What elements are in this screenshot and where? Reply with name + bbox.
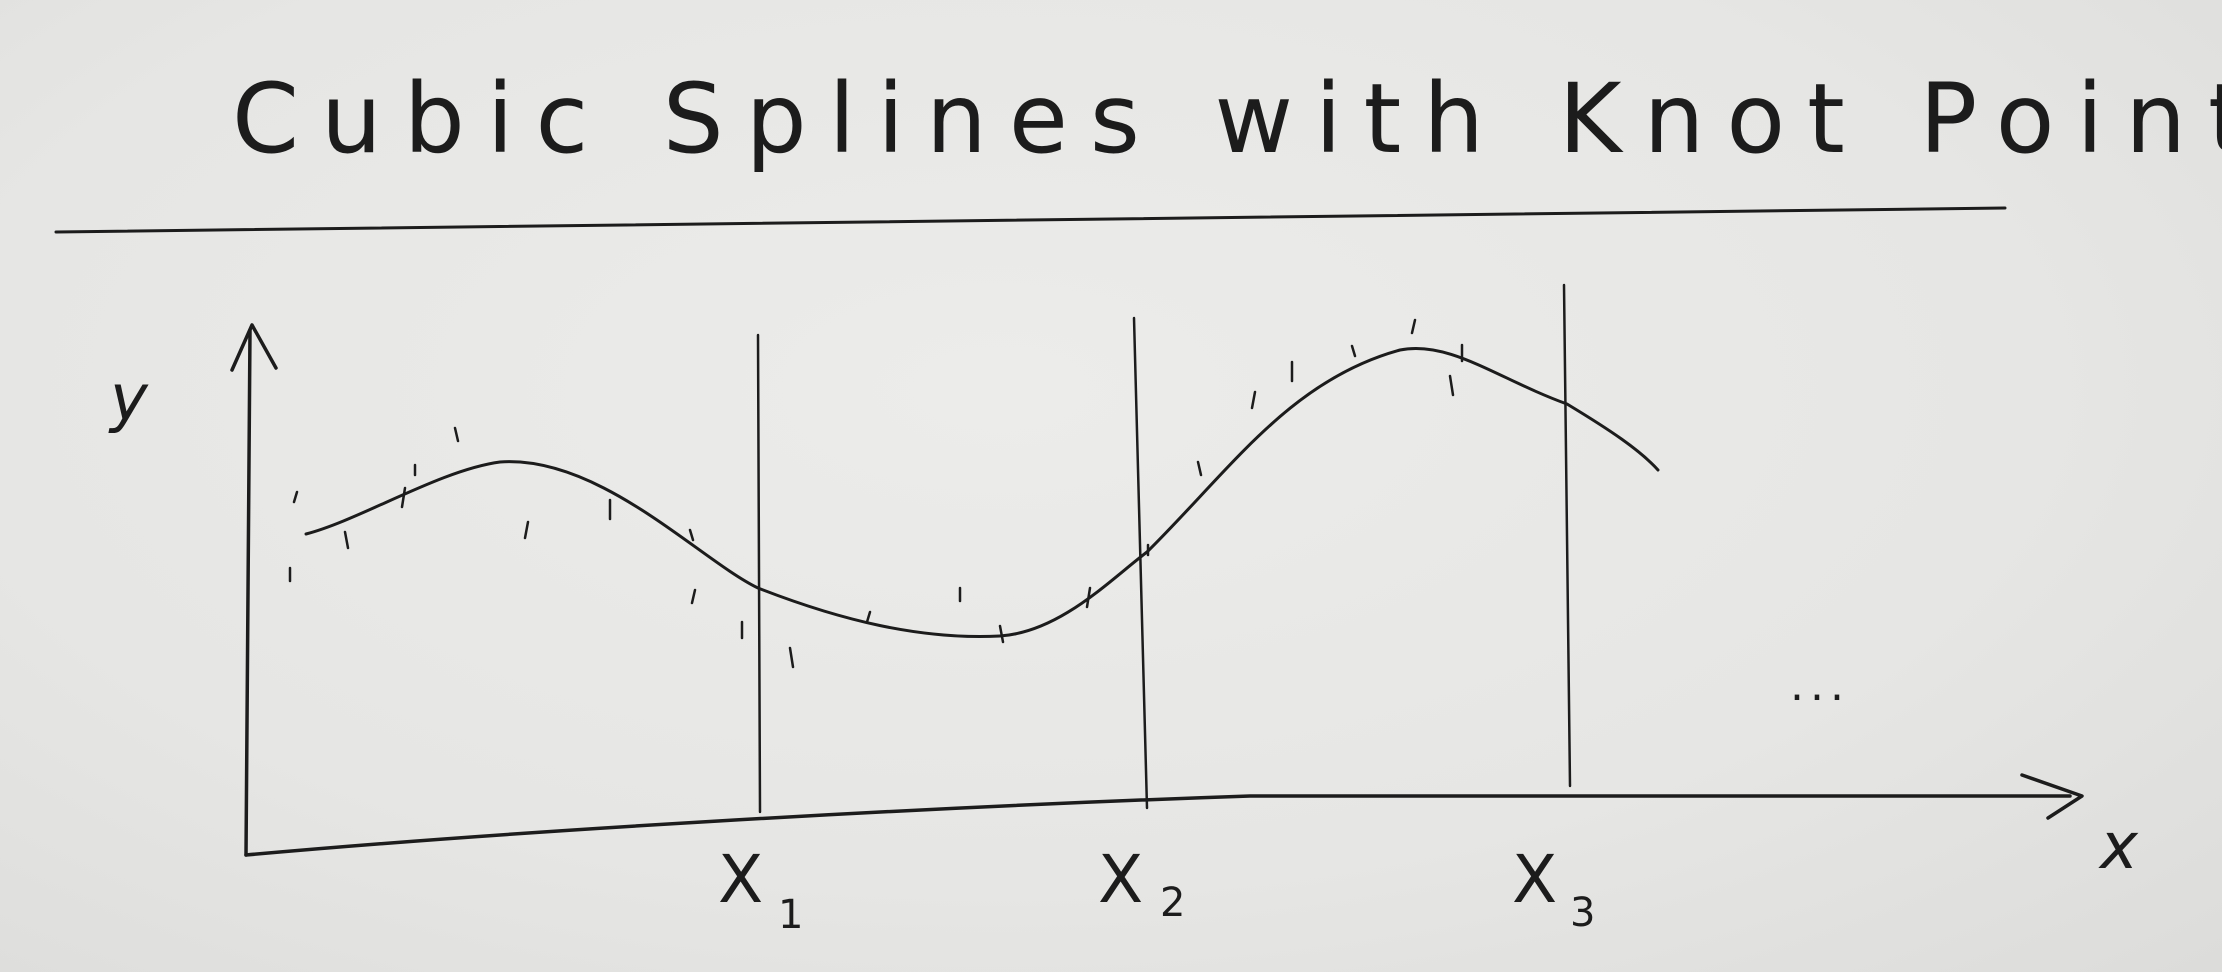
svg-text:2: 2 <box>1160 880 1185 926</box>
x-axis <box>244 794 2072 857</box>
knot-label-1: X 1 <box>718 841 803 938</box>
x-axis-label: x <box>2098 810 2139 884</box>
data-point-tick <box>688 528 695 542</box>
y-axis-label: y <box>108 362 149 436</box>
data-point-tick <box>1085 586 1092 609</box>
data-point-tick <box>1448 374 1455 397</box>
knot-label-3: X 3 <box>1512 841 1595 936</box>
y-axis <box>244 328 252 857</box>
data-point-tick <box>1410 318 1417 335</box>
data-point-tick <box>343 530 350 550</box>
data-point-tick <box>1196 460 1203 477</box>
data-point-tick <box>453 426 460 443</box>
data-point-tick <box>400 486 407 509</box>
knot-line-2 <box>1132 316 1149 810</box>
svg-text:X: X <box>718 841 763 918</box>
data-points <box>288 318 1464 669</box>
data-point-tick <box>292 490 299 504</box>
knot-label-2: X 2 <box>1098 841 1185 926</box>
continuation-dots: ... <box>1790 660 1850 711</box>
spline-curve <box>304 347 1660 638</box>
svg-text:1: 1 <box>778 892 803 938</box>
data-point-tick <box>865 610 872 624</box>
x-axis-arrowhead <box>2020 773 2084 820</box>
svg-text:X: X <box>1512 841 1557 918</box>
title-underline <box>54 206 2007 234</box>
data-point-tick <box>1250 390 1257 410</box>
diagram-title: Cubic Splines with Knot Points <box>232 63 2222 175</box>
svg-text:3: 3 <box>1570 890 1595 936</box>
knot-line-3 <box>1562 283 1572 788</box>
data-point-tick <box>998 624 1005 644</box>
knot-line-1 <box>756 333 762 814</box>
y-axis-arrowhead <box>230 323 278 372</box>
svg-text:X: X <box>1098 841 1143 918</box>
data-point-tick <box>523 520 530 540</box>
data-point-tick <box>788 646 795 669</box>
data-point-tick <box>690 588 697 605</box>
data-point-tick <box>1350 344 1357 358</box>
